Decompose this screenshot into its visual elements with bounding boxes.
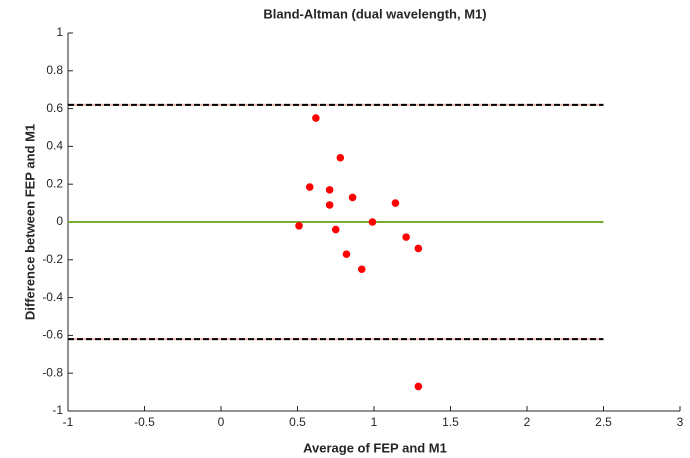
point [414,382,423,391]
y-axis-label: Difference between FEP and M1 [22,124,37,320]
point [325,201,334,209]
x-tick-label: 3 [677,415,684,429]
point [295,221,303,230]
point [342,250,351,258]
y-tick-label: 0.8 [46,63,63,77]
x-tick-label: -1 [63,415,74,429]
x-tick-label: -0.5 [134,415,155,429]
y-tick-label: -0.8 [42,365,63,379]
x-tick-label: 2.5 [595,415,612,429]
x-tick-label: 1.5 [442,415,459,429]
y-tick-label: -1 [52,403,63,417]
point [402,233,410,241]
point [391,199,400,207]
point [331,225,340,234]
point [348,193,357,202]
point [357,265,366,274]
y-tick-label: -0.4 [42,290,63,304]
point [414,244,423,253]
y-tick-label: -0.6 [42,328,63,342]
y-tick-label: 0 [56,214,63,228]
point [336,153,345,162]
y-tick-label: 0.4 [46,139,63,153]
y-tick-label: 0.2 [46,176,63,190]
point [305,183,314,191]
point [368,218,377,226]
y-tick-label: 0.6 [46,101,63,115]
y-tick-label: 1 [56,25,63,39]
chart-title: Bland-Altman (dual wavelength, M1) [263,6,486,21]
x-tick-label: 2 [524,415,531,429]
x-axis-label: Average of FEP and M1 [303,440,447,455]
x-tick-label: 0 [218,415,225,429]
point [312,114,320,122]
x-tick-label: 0.5 [289,415,306,429]
point [325,186,334,194]
x-tick-label: 1 [371,415,378,429]
y-tick-label: -0.2 [42,252,63,266]
